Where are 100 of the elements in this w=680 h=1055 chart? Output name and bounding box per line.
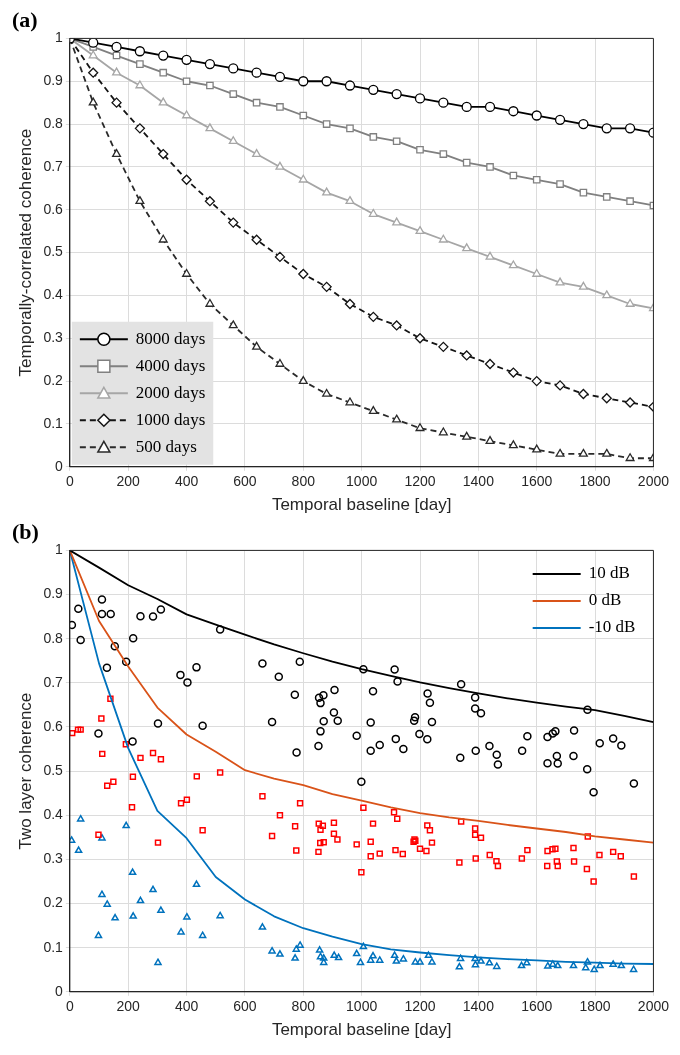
x-tick-label: 1200 — [404, 473, 436, 490]
point — [111, 41, 122, 53]
point — [112, 148, 122, 157]
point — [392, 217, 402, 226]
point — [88, 97, 98, 106]
point — [298, 174, 308, 183]
point — [135, 196, 145, 205]
point — [159, 68, 168, 77]
point — [275, 161, 285, 170]
y-tick-label: 0.6 — [43, 200, 64, 217]
x-tick-label: 200 — [116, 998, 141, 1015]
point — [158, 148, 169, 160]
point — [229, 90, 238, 98]
y-tick-label: 0.7 — [43, 157, 64, 174]
point — [112, 67, 122, 76]
point — [484, 358, 496, 370]
y-tick-label: 0.4 — [43, 806, 64, 823]
point — [88, 38, 99, 48]
point — [531, 110, 542, 121]
point — [415, 423, 425, 432]
point — [205, 123, 215, 132]
point — [204, 196, 216, 207]
point — [578, 118, 589, 130]
point — [438, 427, 448, 436]
point — [391, 88, 402, 100]
point — [602, 290, 612, 299]
point — [158, 97, 168, 106]
point — [252, 148, 262, 157]
point — [555, 277, 565, 286]
point — [578, 281, 588, 290]
y-tick-label: 1 — [55, 29, 64, 46]
point — [392, 414, 402, 423]
point — [88, 50, 98, 59]
point — [368, 84, 379, 95]
point — [556, 180, 564, 188]
point — [368, 405, 378, 415]
point — [601, 393, 612, 404]
point — [485, 435, 495, 444]
point — [414, 333, 426, 344]
legend-label: 2000 days — [135, 382, 206, 402]
point — [415, 226, 425, 235]
point — [298, 76, 309, 87]
point — [486, 163, 494, 171]
point — [416, 145, 424, 154]
point — [204, 58, 216, 70]
point — [134, 46, 146, 57]
y-tick-label: 0.8 — [43, 629, 64, 646]
point — [181, 54, 192, 65]
point — [439, 150, 448, 158]
point — [461, 101, 472, 113]
point — [298, 268, 309, 280]
x-tick-label: 1800 — [579, 473, 611, 490]
point — [602, 193, 611, 201]
point — [346, 124, 354, 133]
point — [274, 71, 286, 83]
point — [392, 137, 401, 146]
y-tick-label: 0.4 — [43, 286, 64, 303]
point — [182, 110, 192, 119]
y-tick-label: 0.2 — [43, 894, 64, 911]
point — [344, 80, 356, 91]
x-tick-label: 1600 — [521, 998, 553, 1015]
point — [624, 123, 636, 134]
x-tick-label: 600 — [233, 473, 257, 490]
x-tick-label: 1200 — [404, 998, 436, 1015]
y-tick-label: 1 — [55, 541, 64, 558]
y-tick-label: 0.5 — [43, 243, 64, 260]
x-axis-title: Temporal baseline [day] — [271, 495, 452, 515]
point — [88, 67, 99, 78]
point — [532, 175, 541, 184]
point — [251, 67, 262, 78]
y-tick-label: 0.8 — [43, 114, 64, 131]
y-tick-label: 0.3 — [43, 850, 64, 867]
y-tick-label: 0 — [55, 457, 64, 474]
point — [508, 440, 518, 449]
point — [602, 448, 612, 457]
point — [322, 187, 332, 196]
y-tick-label: 0.1 — [43, 938, 64, 955]
point — [182, 268, 192, 277]
point — [624, 397, 636, 408]
y-tick-label: 0.2 — [43, 371, 64, 388]
point — [508, 367, 519, 378]
point — [252, 341, 262, 350]
point — [369, 133, 378, 141]
point — [532, 444, 542, 453]
point — [228, 136, 238, 145]
point — [275, 358, 285, 367]
x-tick-label: 200 — [116, 473, 141, 490]
legend-label: -10 dB — [588, 617, 636, 637]
point — [228, 217, 239, 228]
point — [554, 114, 566, 125]
x-tick-label: 1000 — [346, 473, 378, 490]
point — [158, 234, 168, 243]
chart-title: (b) — [12, 518, 39, 544]
point — [578, 388, 589, 400]
x-tick-label: 800 — [291, 473, 316, 490]
point — [298, 375, 308, 385]
x-tick-label: 1000 — [346, 998, 378, 1015]
point — [625, 298, 635, 307]
point — [438, 234, 448, 243]
x-tick-label: 600 — [233, 998, 257, 1015]
